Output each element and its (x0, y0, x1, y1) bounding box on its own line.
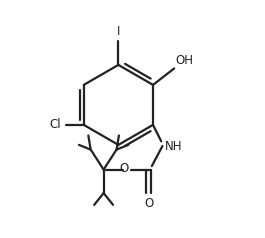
Text: Cl: Cl (50, 118, 61, 131)
Text: O: O (145, 197, 154, 210)
Text: OH: OH (175, 54, 193, 67)
Text: I: I (117, 25, 120, 38)
Text: O: O (119, 162, 128, 175)
Text: NH: NH (165, 139, 182, 153)
